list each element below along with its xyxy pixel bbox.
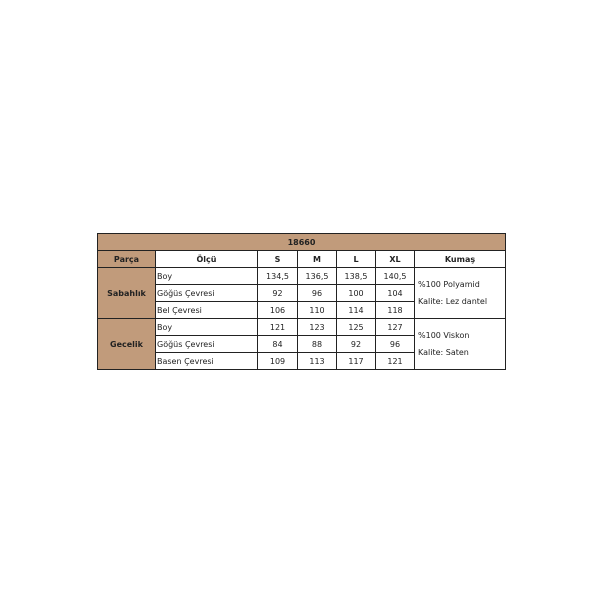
size-value: 114 <box>336 301 376 319</box>
size-value: 123 <box>297 318 337 336</box>
fabric-quality: Kalite: Lez dantel <box>418 297 488 306</box>
size-value: 88 <box>297 335 337 353</box>
size-value: 100 <box>336 284 376 302</box>
size-value: 96 <box>375 335 415 353</box>
size-value: 117 <box>336 352 376 370</box>
part-name: Sabahlık <box>97 267 156 319</box>
table-row: Gecelik Boy 121 123 125 127 %100 Viskon Kalite:… <box>97 318 506 370</box>
table-title: 18660 <box>97 233 506 251</box>
fabric-cell: %100 Viskon Kalite: Saten <box>414 318 506 370</box>
measure-label: Basen Çevresi <box>155 352 258 370</box>
size-value: 92 <box>257 284 298 302</box>
size-value: 118 <box>375 301 415 319</box>
fabric-composition: %100 Viskon <box>418 331 470 340</box>
size-value: 92 <box>336 335 376 353</box>
size-value: 125 <box>336 318 376 336</box>
header-parca: Parça <box>97 250 156 268</box>
size-value: 84 <box>257 335 298 353</box>
measure-label: Boy <box>155 318 258 336</box>
size-value: 113 <box>297 352 337 370</box>
header-m: M <box>297 250 337 268</box>
size-value: 121 <box>257 318 298 336</box>
header-l: L <box>336 250 376 268</box>
fabric-composition: %100 Polyamid <box>418 280 480 289</box>
table-row: Basen Çevresi 109 113 117 121 <box>98 352 506 370</box>
part-name: Gecelik <box>97 318 156 370</box>
size-value: 109 <box>257 352 298 370</box>
fabric-cell: %100 Polyamid Kalite: Lez dantel <box>414 267 506 319</box>
size-value: 121 <box>375 352 415 370</box>
size-value: 110 <box>297 301 337 319</box>
table-row: Göğüs Çevresi 92 96 100 104 <box>98 284 506 302</box>
fabric-quality: Kalite: Saten <box>418 348 469 357</box>
size-value: 136,5 <box>297 267 337 285</box>
table-row: Sabahlık Boy 134,5 136,5 138,5 140,5 %100 Poly… <box>97 267 506 319</box>
size-chart-table: 18660 Parça Ölçü S M L XL Kumaş Sabahlık… <box>97 233 506 370</box>
size-value: 138,5 <box>336 267 376 285</box>
size-value: 96 <box>297 284 337 302</box>
measure-label: Göğüs Çevresi <box>155 284 258 302</box>
measure-label: Bel Çevresi <box>155 301 258 319</box>
header-s: S <box>257 250 298 268</box>
measure-label: Göğüs Çevresi <box>155 335 258 353</box>
header-olcu: Ölçü <box>155 250 258 268</box>
size-value: 134,5 <box>257 267 298 285</box>
size-value: 104 <box>375 284 415 302</box>
size-value: 127 <box>375 318 415 336</box>
size-value: 140,5 <box>375 267 415 285</box>
measure-label: Boy <box>155 267 258 285</box>
size-value: 106 <box>257 301 298 319</box>
header-kumas: Kumaş <box>414 250 506 268</box>
header-xl: XL <box>375 250 415 268</box>
